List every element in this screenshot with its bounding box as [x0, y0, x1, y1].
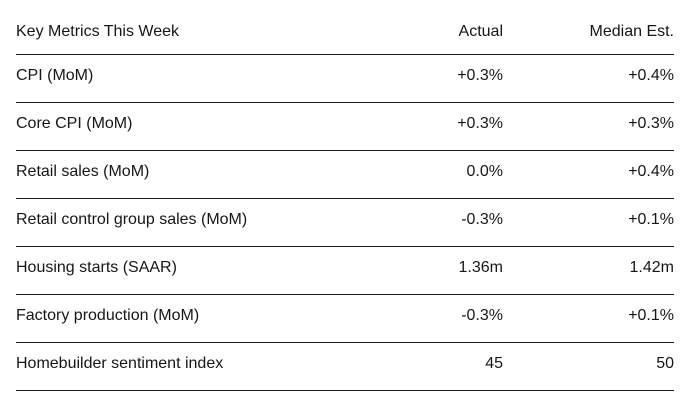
table-row-retail-sales: Retail sales (MoM) 0.0% +0.4% — [16, 151, 674, 199]
median-est-value: +0.4% — [628, 162, 674, 180]
metric-label: Core CPI (MoM) — [16, 114, 133, 132]
metric-label: Factory production (MoM) — [16, 306, 200, 324]
column-header-actual: Actual — [458, 22, 503, 40]
actual-value: 0.0% — [466, 162, 503, 180]
metric-label: Housing starts (SAAR) — [16, 258, 177, 276]
column-header-metric: Key Metrics This Week — [16, 22, 180, 40]
table-header-row: Key Metrics This Week Actual Median Est. — [16, 0, 674, 55]
table-row-core-cpi: Core CPI (MoM) +0.3% +0.3% — [16, 103, 674, 151]
table-row-cpi: CPI (MoM) +0.3% +0.4% — [16, 55, 674, 103]
table-row-factory-production: Factory production (MoM) -0.3% +0.1% — [16, 295, 674, 343]
column-header-median-est: Median Est. — [589, 22, 674, 40]
actual-value: -0.3% — [461, 210, 503, 228]
metric-label: CPI (MoM) — [16, 66, 94, 84]
actual-value: 1.36m — [458, 258, 503, 276]
table-row-homebuilder-sentiment: Homebuilder sentiment index 45 50 — [16, 343, 674, 391]
median-est-value: +0.1% — [628, 210, 674, 228]
key-metrics-table: Key Metrics This Week Actual Median Est.… — [16, 0, 674, 391]
table-row-retail-control-group: Retail control group sales (MoM) -0.3% +… — [16, 199, 674, 247]
median-est-value: +0.4% — [628, 66, 674, 84]
median-est-value: 50 — [656, 354, 674, 372]
metric-label: Homebuilder sentiment index — [16, 354, 224, 372]
metric-label: Retail control group sales (MoM) — [16, 210, 248, 228]
table-row-housing-starts: Housing starts (SAAR) 1.36m 1.42m — [16, 247, 674, 295]
actual-value: +0.3% — [457, 114, 503, 132]
median-est-value: +0.3% — [628, 114, 674, 132]
median-est-value: 1.42m — [629, 258, 674, 276]
actual-value: +0.3% — [457, 66, 503, 84]
median-est-value: +0.1% — [628, 306, 674, 324]
actual-value: -0.3% — [461, 306, 503, 324]
metric-label: Retail sales (MoM) — [16, 162, 150, 180]
actual-value: 45 — [485, 354, 503, 372]
